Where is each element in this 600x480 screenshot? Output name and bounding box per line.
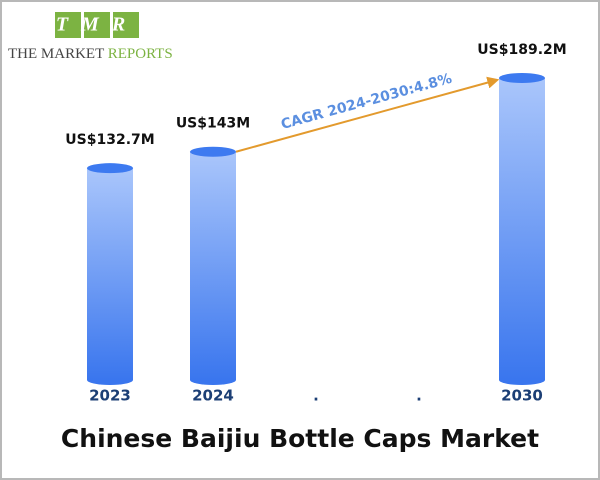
bar-top xyxy=(190,146,236,157)
logo: TMR THE MARKET REPORTS xyxy=(8,12,173,62)
value-label: US$132.7M xyxy=(65,132,154,148)
bar-top xyxy=(499,73,545,83)
x-tick-label: 2030 xyxy=(501,387,543,405)
logo-name-green: REPORTS xyxy=(108,46,173,62)
x-tick-label: 2024 xyxy=(192,387,234,405)
logo-box xyxy=(84,12,110,38)
cagr-arrow xyxy=(235,76,500,153)
x-tick-label: . xyxy=(313,387,319,405)
x-tick-label: 2023 xyxy=(89,387,131,405)
value-label: US$143M xyxy=(176,116,250,132)
logo-mark: TMR xyxy=(56,14,138,36)
logo-box xyxy=(55,12,81,38)
bar xyxy=(87,168,133,380)
bar xyxy=(499,78,545,380)
x-tick-label: . xyxy=(416,387,422,405)
logo-name: THE MARKET REPORTS xyxy=(8,46,173,62)
logo-box xyxy=(113,12,139,38)
chart-title: Chinese Baijiu Bottle Caps Market xyxy=(61,424,539,453)
bar xyxy=(190,151,236,380)
value-label: US$189.2M xyxy=(477,42,566,58)
bar-top xyxy=(87,163,133,174)
logo-name-dark: THE MARKET xyxy=(8,46,104,62)
